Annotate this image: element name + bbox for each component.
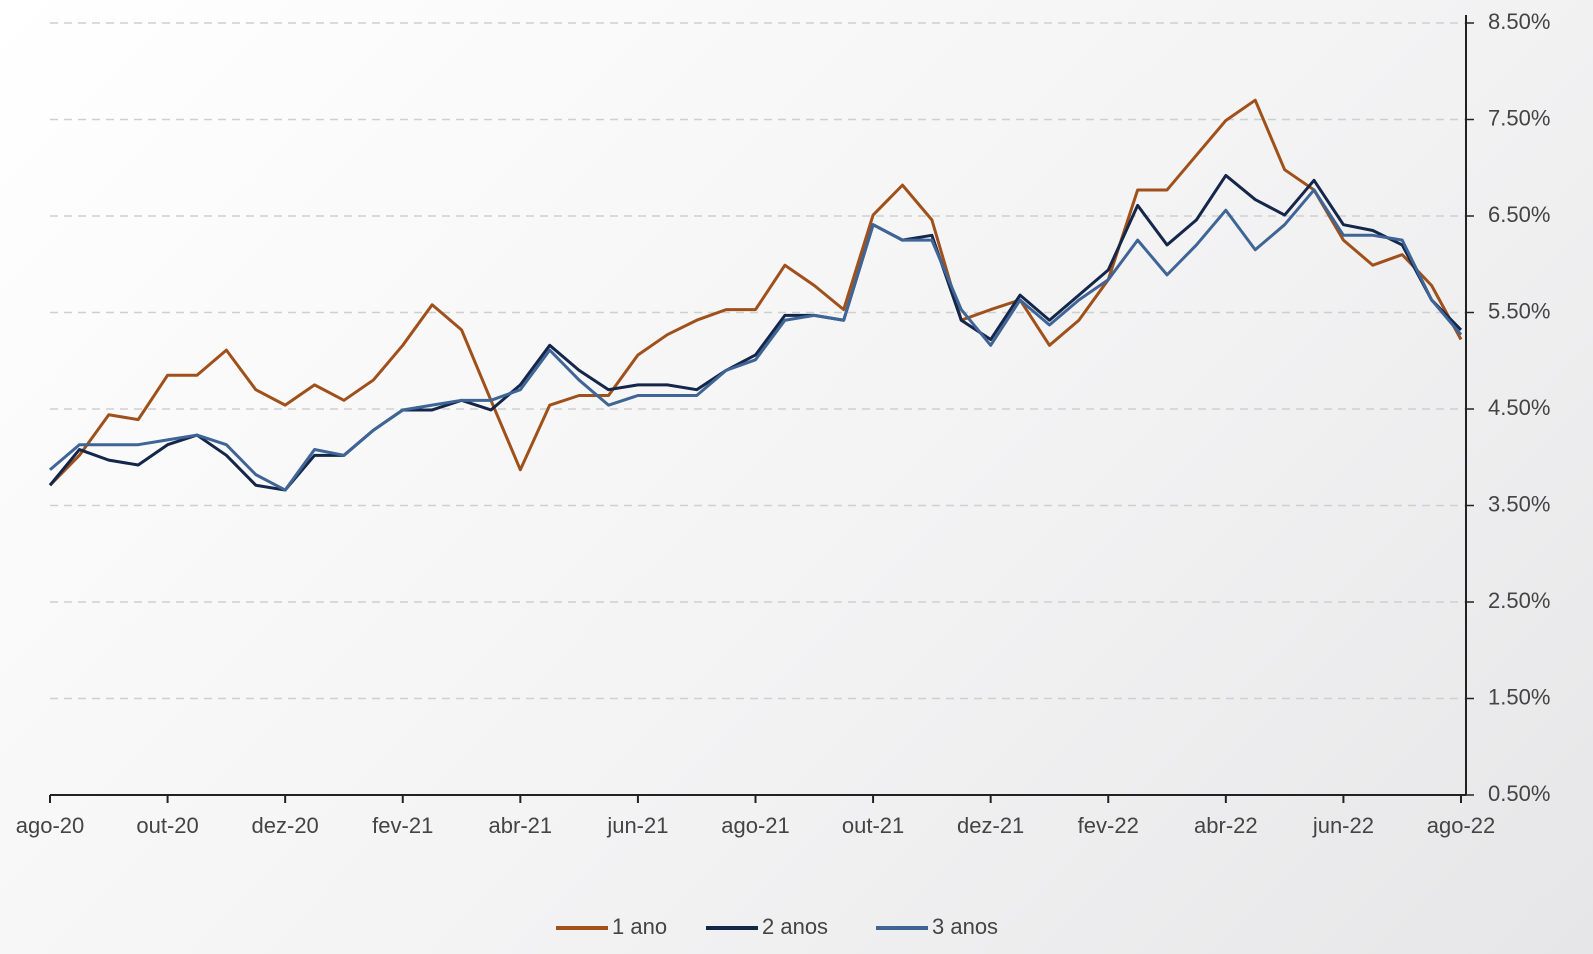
y-tick-label: 3.50%: [1488, 491, 1550, 516]
line: [49, 188, 1463, 492]
x-tick-label: abr-22: [1194, 813, 1258, 838]
y-tick-label: 1.50%: [1488, 684, 1550, 709]
legend-label: 3 anos: [932, 914, 998, 939]
x-tick-label: fev-21: [372, 813, 433, 838]
legend-label: 1 ano: [612, 914, 667, 939]
x-tick-label: ago-22: [1427, 813, 1496, 838]
x-tick-label: out-21: [842, 813, 904, 838]
y-tick-label: 0.50%: [1488, 781, 1550, 806]
y-tick-label: 2.50%: [1488, 588, 1550, 613]
line: [48, 98, 1463, 487]
y-tick-label: 7.50%: [1488, 105, 1550, 130]
legend-label: 2 anos: [762, 914, 828, 939]
y-tick-label: 5.50%: [1488, 298, 1550, 323]
x-tick-label: abr-21: [489, 813, 553, 838]
y-tick-label: 4.50%: [1488, 395, 1550, 420]
x-tick-label: ago-20: [16, 813, 85, 838]
x-tick-label: out-20: [136, 813, 198, 838]
x-tick-label: jun-22: [1312, 813, 1374, 838]
x-tick-label: jun-21: [606, 813, 668, 838]
y-tick-label: 8.50%: [1488, 9, 1550, 34]
line: [48, 173, 1463, 492]
y-tick-label: 6.50%: [1488, 202, 1550, 227]
x-tick-label: fev-22: [1078, 813, 1139, 838]
x-tick-label: dez-20: [252, 813, 319, 838]
x-tick-label: dez-21: [957, 813, 1024, 838]
x-tick-label: ago-21: [721, 813, 790, 838]
